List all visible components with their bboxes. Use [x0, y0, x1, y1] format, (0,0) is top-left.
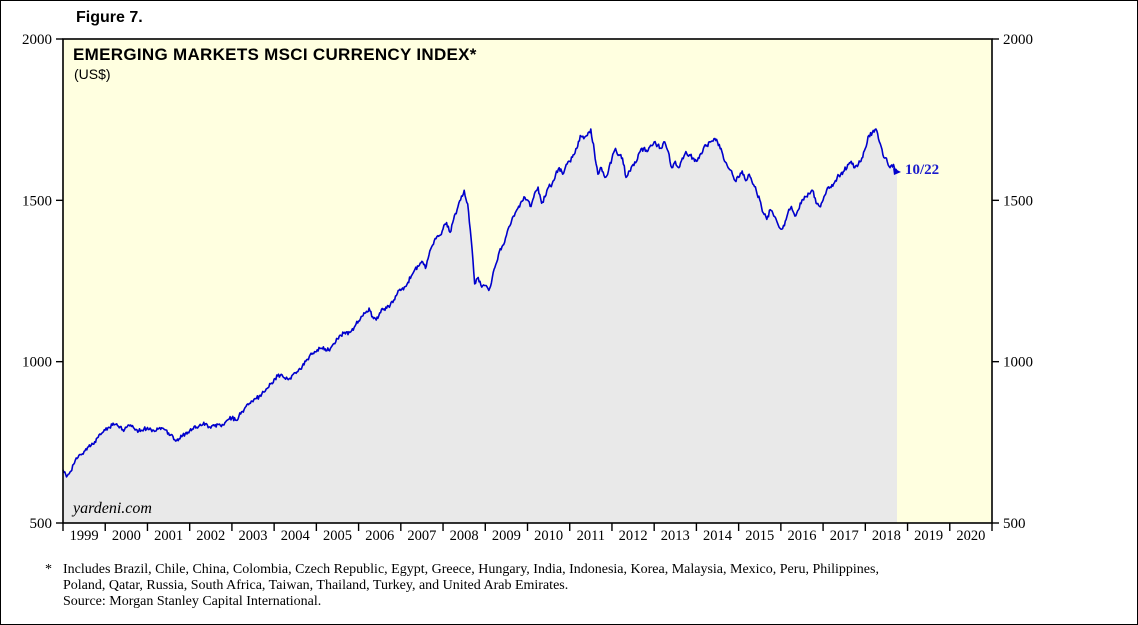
x-axis-year-label: 2014	[703, 528, 733, 544]
footnote-asterisk: *	[45, 562, 52, 577]
footnote-line-1: Includes Brazil, Chile, China, Colombia,…	[63, 562, 879, 577]
footnote: * Includes Brazil, Chile, China, Colombi…	[45, 562, 879, 610]
y-axis-label-left: 1000	[22, 355, 52, 371]
x-axis-year-label: 2015	[745, 528, 774, 544]
chart-title: EMERGING MARKETS MSCI CURRENCY INDEX*	[73, 45, 477, 64]
x-axis-year-label: 2005	[323, 528, 352, 544]
x-axis-year-label: 2010	[534, 528, 563, 544]
figure-label: Figure 7.	[76, 9, 143, 26]
latest-point-arrow	[892, 167, 901, 175]
x-axis-year-label: 2009	[492, 528, 521, 544]
series-area-fill	[63, 129, 897, 523]
x-axis-year-label: 2011	[577, 528, 605, 544]
y-axis-label-left: 500	[30, 516, 53, 532]
series-line	[62, 128, 898, 478]
y-axis-label-right: 1000	[1003, 355, 1033, 371]
x-axis-year-label: 2006	[365, 528, 394, 544]
x-axis-year-label: 2007	[407, 528, 436, 544]
x-axis-year-label: 2002	[196, 528, 225, 544]
footnote-source: Source: Morgan Stanley Capital Internati…	[63, 594, 322, 609]
x-axis-year-label: 2001	[154, 528, 183, 544]
x-axis-year-label: 2013	[661, 528, 690, 544]
watermark-yardeni: yardeni.com	[73, 500, 152, 517]
x-axis-year-label: 2016	[787, 528, 816, 544]
y-axis-label-right: 2000	[1003, 32, 1033, 48]
y-axis-label-left: 1500	[22, 193, 52, 209]
x-axis-year-label: 1999	[70, 528, 99, 544]
x-axis-year-label: 2019	[914, 528, 943, 544]
footnote-line-2: Poland, Qatar, Russia, South Africa, Tai…	[63, 578, 569, 593]
y-axis-label-right: 500	[1003, 516, 1026, 532]
y-axis-label-right: 1500	[1003, 193, 1033, 209]
x-axis-year-label: 2017	[830, 528, 859, 544]
y-axis-label-left: 2000	[22, 32, 52, 48]
x-axis-year-label: 2008	[450, 528, 479, 544]
x-axis-year-label: 2004	[281, 528, 311, 544]
x-axis-year-label: 2012	[619, 528, 648, 544]
x-axis-year-label: 2018	[872, 528, 901, 544]
latest-value-label: 10/22	[904, 161, 940, 178]
x-axis-year-label: 2000	[112, 528, 141, 544]
x-axis-year-label: 2020	[956, 528, 985, 544]
x-axis-year-label: 2003	[239, 528, 268, 544]
chart-subtitle: (US$)	[74, 66, 111, 82]
